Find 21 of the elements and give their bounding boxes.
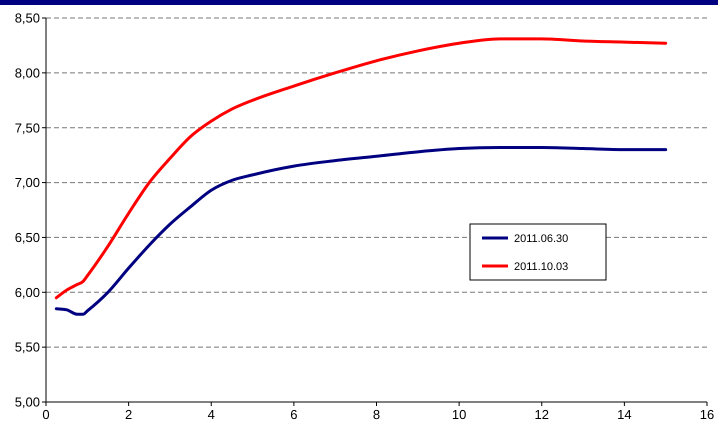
y-tick-label: 6,00: [14, 284, 40, 300]
x-tick-label: 12: [534, 407, 549, 422]
y-tick-label: 8,50: [14, 10, 40, 26]
y-tick-label: 6,50: [14, 230, 40, 245]
y-tick-label: 7,50: [14, 120, 40, 136]
x-tick-label: 14: [617, 407, 632, 422]
x-tick-label: 16: [700, 407, 714, 422]
line-series: [54, 37, 668, 300]
x-tick-label: 2: [125, 407, 132, 422]
line-series: [54, 146, 668, 316]
legend-label: 2011.10.03: [514, 260, 568, 273]
y-tick-label: 7,00: [14, 175, 40, 190]
x-tick-label: 4: [208, 407, 215, 422]
y-tick-label: 8,00: [14, 65, 40, 80]
x-tick-label: 0: [42, 407, 50, 422]
x-tick-label: 8: [372, 407, 380, 422]
x-tick-label: 10: [452, 407, 466, 422]
y-tick-label: 5,50: [14, 340, 40, 355]
y-tick-label: 5,00: [14, 394, 40, 410]
x-tick-label: 6: [290, 407, 298, 422]
legend-label: 2011.06.30: [514, 232, 568, 245]
